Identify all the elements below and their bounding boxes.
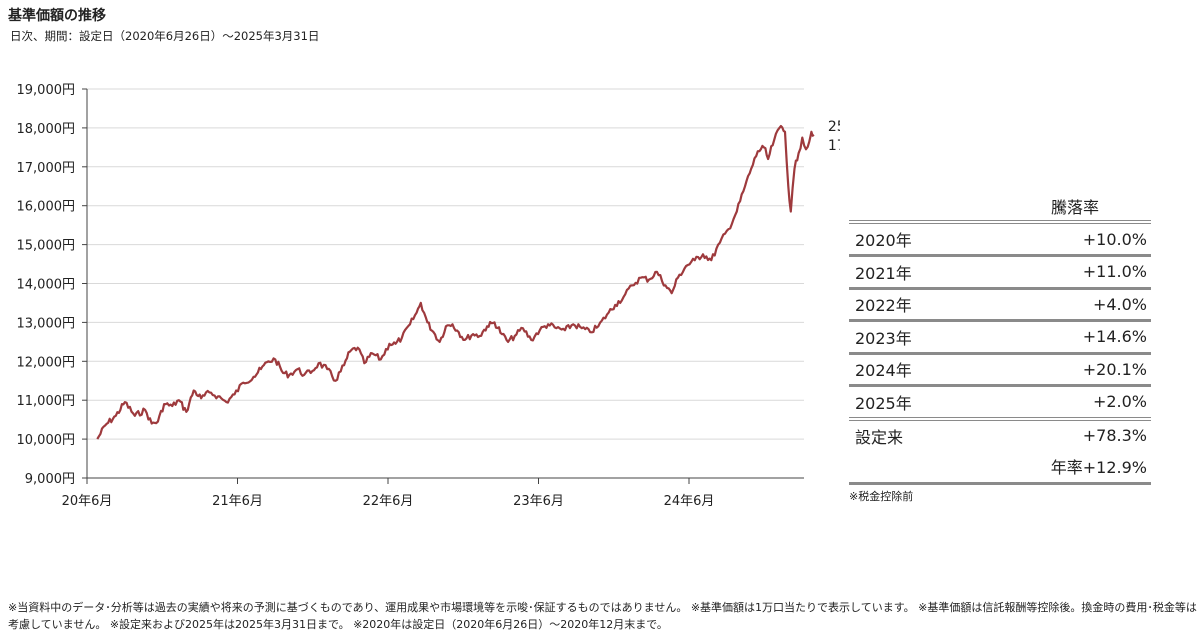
y-tick-label: 17,000円 — [17, 161, 76, 176]
perf-row-2020: 2020年 +10.0% — [849, 220, 1151, 254]
page-title: 基準価額の推移 — [8, 8, 106, 24]
y-tick-label: 19,000円 — [17, 83, 76, 98]
y-tick-label: 12,000円 — [17, 355, 76, 370]
x-tick-label: 20年6月 — [62, 494, 113, 509]
perf-row-value: +4.0% — [1092, 294, 1147, 314]
performance-header: 騰落率 — [1050, 198, 1099, 217]
perf-row-label: 2022年 — [855, 296, 912, 316]
x-axis-ticks: 20年6月 21年6月 22年6月 23年6月 24年6月 — [62, 478, 715, 509]
perf-row-label: 2020年 — [855, 231, 912, 250]
perf-row-2024: 2024年 +20.1% — [849, 351, 1151, 385]
y-tick-label: 16,000円 — [17, 200, 76, 215]
chart-subtitle: 日次、期間：設定日（2020年6月26日）〜2025年3月31日 — [10, 29, 320, 43]
perf-row-2025: 2025年 +2.0% — [849, 384, 1151, 417]
y-tick-label: 14,000円 — [17, 278, 76, 293]
perf-row-label: 2023年 — [855, 328, 912, 348]
perf-row-since-inception: 設定来 +78.3% — [849, 416, 1151, 451]
y-tick-label: 15,000円 — [17, 239, 76, 254]
perf-since-value: +78.3% — [1082, 426, 1147, 445]
perf-row-label: 2025年 — [855, 393, 912, 413]
x-tick-label: 23年6月 — [513, 494, 564, 509]
tax-note: ※税金控除前 — [849, 489, 914, 503]
y-tick-label: 10,000円 — [17, 433, 76, 448]
y-tick-label: 9,000円 — [25, 472, 75, 487]
y-axis-ticks: 19,000円 18,000円 17,000円 16,000円 15,000円 14,00… — [17, 83, 88, 487]
nav-line-chart: 19,000円 18,000円 17,000円 16,000円 15,000円 14,00… — [17, 83, 841, 509]
perf-row-value: +2.0% — [1092, 392, 1147, 412]
perf-row-2023: 2023年 +14.6% — [849, 319, 1151, 352]
x-tick-label: 22年6月 — [363, 494, 414, 509]
y-tick-label: 11,000円 — [17, 394, 76, 409]
y-tick-label: 13,000円 — [17, 316, 76, 331]
nav-series-line — [96, 124, 815, 440]
perf-row-2021: 2021年 +11.0% — [849, 254, 1151, 287]
perf-row-value: +14.6% — [1082, 327, 1147, 347]
perf-row-value: +10.0% — [1082, 229, 1147, 249]
disclaimer-footnote: ※当資料中のデータ･分析等は過去の実績や将来の予測に基づくものであり、運用成果や… — [8, 601, 1197, 631]
end-value-label: 17,826円 — [828, 138, 840, 154]
y-tick-label: 18,000円 — [17, 122, 76, 137]
perf-since-label: 設定来 — [855, 427, 904, 447]
performance-table: 騰落率 2020年 +10.0% 2021年 +11.0% 2022年 +4.0… — [849, 196, 1151, 504]
x-tick-label: 24年6月 — [664, 494, 715, 509]
perf-row-label: 2024年 — [855, 361, 912, 381]
perf-row-label: 2021年 — [855, 263, 912, 283]
end-date-label: 25年3月31日 — [828, 119, 840, 135]
perf-annual-label: 年率+12.9% — [1050, 458, 1147, 477]
perf-row-annualized: 年率+12.9% — [849, 451, 1151, 485]
perf-row-value: +20.1% — [1082, 359, 1147, 379]
perf-row-2022: 2022年 +4.0% — [849, 286, 1151, 320]
chart-grid — [87, 88, 804, 479]
x-tick-label: 21年6月 — [212, 494, 263, 509]
perf-row-value: +11.0% — [1082, 262, 1147, 282]
